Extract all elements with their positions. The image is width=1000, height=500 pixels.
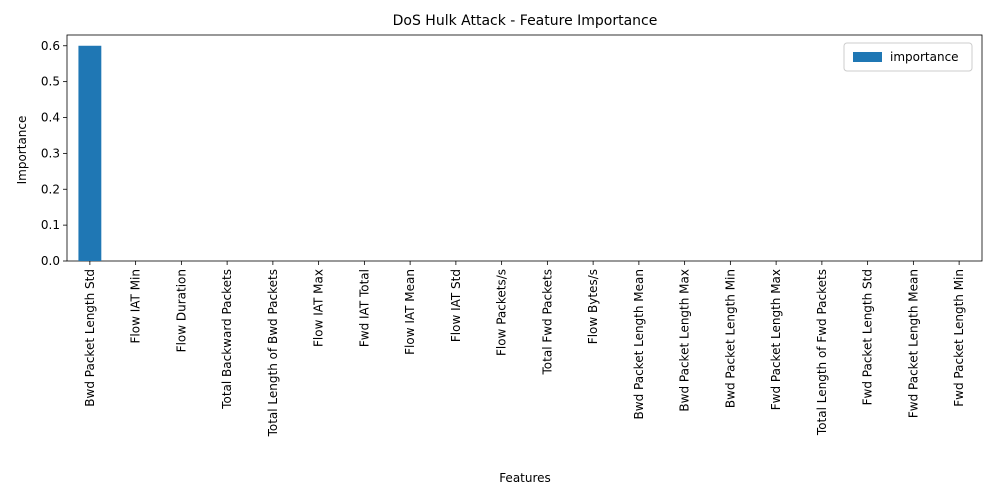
- x-tick-label: Total Backward Packets: [220, 269, 234, 410]
- plot-frame: [66, 34, 983, 262]
- x-tick-label: Fwd Packet Length Min: [952, 269, 966, 407]
- chart-title: DoS Hulk Attack - Feature Importance: [393, 13, 658, 29]
- x-tick-label: Bwd Packet Length Std: [83, 269, 97, 407]
- y-ticks-group: 0.0 0.1 0.2 0.3 0.4 0.5 0.6: [41, 39, 67, 268]
- y-tick-label: 0.3: [41, 146, 60, 160]
- x-tick-label: Flow IAT Max: [312, 269, 326, 347]
- x-tick-label: Fwd IAT Total: [357, 269, 371, 347]
- bars-group: [78, 45, 102, 262]
- legend-label: importance: [890, 50, 959, 64]
- x-tick-label: Bwd Packet Length Mean: [632, 269, 646, 419]
- y-tick-label: 0.1: [41, 218, 60, 232]
- plot-area: [66, 34, 983, 262]
- x-tick-label: Flow IAT Min: [129, 269, 143, 343]
- x-tick-label: Fwd Packet Length Mean: [906, 269, 920, 418]
- x-tick-label: Bwd Packet Length Max: [678, 269, 692, 412]
- x-tick-label: Flow Bytes/s: [586, 269, 600, 344]
- y-axis-label: Importance: [15, 116, 29, 185]
- x-ticks-group: Bwd Packet Length Std Flow IAT Min Flow Du…: [83, 261, 966, 437]
- x-axis-label: Features: [499, 471, 551, 485]
- x-tick-label: Flow Duration: [174, 269, 188, 352]
- x-tick-label: Flow IAT Mean: [403, 269, 417, 355]
- x-tick-label: Bwd Packet Length Min: [723, 269, 737, 408]
- x-tick-label: Total Fwd Packets: [540, 269, 554, 376]
- legend-box: [843, 42, 973, 72]
- bar: [78, 45, 102, 262]
- y-tick-label: 0.2: [41, 182, 60, 196]
- y-tick-label: 0.6: [41, 39, 60, 53]
- x-tick-label: Total Length of Bwd Packets: [266, 269, 280, 437]
- y-tick-label: 0.4: [41, 111, 60, 125]
- x-tick-label: Fwd Packet Length Max: [769, 269, 783, 410]
- x-tick-label: Total Length of Fwd Packets: [815, 269, 829, 436]
- y-tick-label: 0.5: [41, 75, 60, 89]
- legend: importance: [843, 42, 973, 72]
- x-tick-label: Fwd Packet Length Std: [861, 269, 875, 405]
- legend-swatch: [853, 52, 882, 62]
- y-tick-label: 0.0: [41, 254, 60, 268]
- x-tick-label: Flow IAT Std: [449, 269, 463, 342]
- x-tick-label: Flow Packets/s: [495, 269, 509, 356]
